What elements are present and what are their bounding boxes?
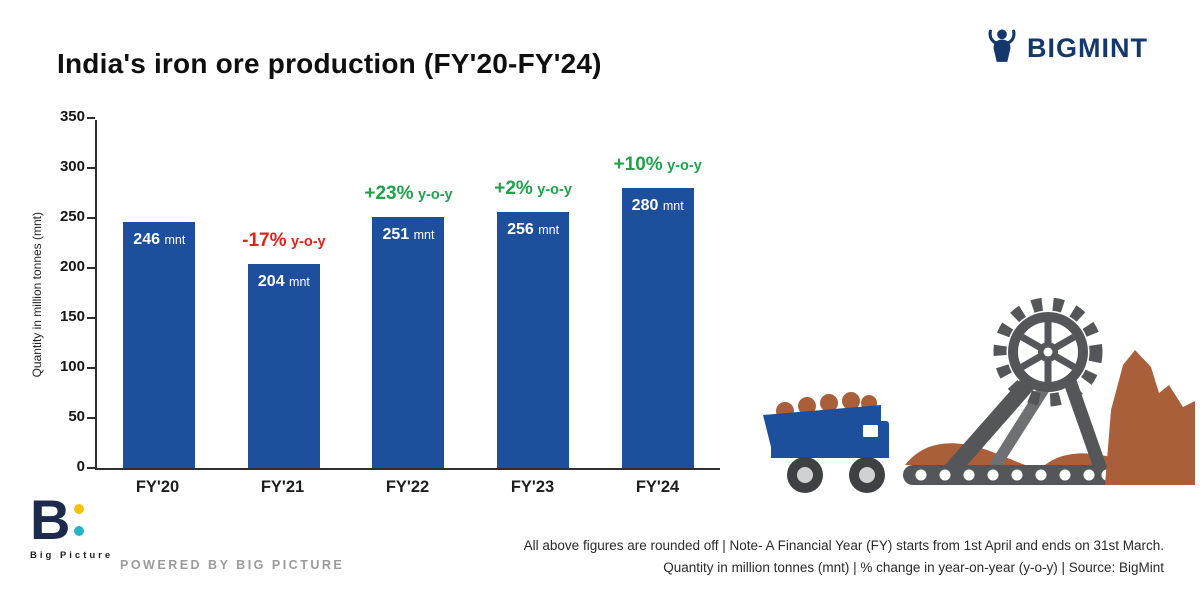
yoy-percent: -17% <box>242 230 287 251</box>
bar-value-label: 256 mnt <box>497 221 569 239</box>
y-tick-mark <box>87 217 95 219</box>
x-category-label: FY'21 <box>260 478 305 496</box>
x-category-label: FY'24 <box>635 478 680 496</box>
y-tick-label: 0 <box>76 458 85 475</box>
yoy-suffix: y-o-y <box>537 182 572 198</box>
teal-dot <box>74 526 85 536</box>
x-category-label: FY'23 <box>510 478 555 496</box>
bar-group: -17% y-o-y 204 mnt <box>222 120 347 468</box>
yoy-suffix: y-o-y <box>417 187 453 203</box>
bar: 246 mnt <box>123 222 196 468</box>
y-tick-label: 150 <box>59 308 85 325</box>
y-tick-mark <box>87 467 95 469</box>
footnotes: All above figures are rounded off | Note… <box>524 535 1164 579</box>
y-tick-label: 250 <box>59 208 85 225</box>
y-axis-title-text: Quantity in million tonnes (mnt) <box>30 212 44 378</box>
y-tick-mark <box>87 117 95 119</box>
footnote-line-1: All above figures are rounded off | Note… <box>523 538 1164 553</box>
big-picture-wordmark: Big Picture <box>30 550 114 561</box>
bar-value: 256 <box>507 221 534 238</box>
brand-logo: BIGMINT <box>986 28 1148 69</box>
bar-value: 246 <box>133 231 160 248</box>
yoy-change-label: +10% y-o-y <box>614 154 702 176</box>
bar-value: 251 <box>382 226 410 243</box>
y-tick-label: 350 <box>59 108 85 125</box>
bar-unit: mnt <box>538 223 560 237</box>
bar-group: 246 mnt <box>97 120 222 468</box>
bar-group: +23% y-o-y 251 mnt <box>346 120 471 468</box>
bar-value-label: 280 mnt <box>622 197 694 215</box>
bar-value: 280 <box>631 197 659 214</box>
bar: 204 mnt <box>247 264 320 468</box>
bar: 251 mnt <box>372 217 445 468</box>
bar: 256 mnt <box>497 212 570 468</box>
big-picture-b-glyph: B <box>30 488 71 551</box>
y-tick-label: 100 <box>59 358 85 375</box>
y-tick-mark <box>87 167 95 169</box>
page-title: India's iron ore production (FY'20-FY'24… <box>57 48 602 79</box>
y-tick-mark <box>87 417 95 419</box>
bar-value-label: 204 mnt <box>248 273 320 291</box>
bars-container: 246 mnt -17% y-o-y 204 mnt +23% y-o-y 251 mn… <box>97 120 720 468</box>
bar-unit: mnt <box>289 275 310 289</box>
yellow-dot <box>74 504 85 514</box>
yoy-change-label: +23% y-o-y <box>364 183 452 205</box>
yoy-change-label: +2% y-o-y <box>494 178 572 200</box>
big-picture-colon-dots <box>74 504 85 536</box>
footnote-line-2: Quantity in million tonnes (mnt) | % cha… <box>663 560 1164 575</box>
bar-unit: mnt <box>413 228 435 242</box>
yoy-percent: +10% <box>613 154 663 175</box>
bar-group: +10% y-o-y 280 mnt <box>595 120 720 468</box>
bar-unit: mnt <box>662 199 684 213</box>
bar-value: 204 <box>257 273 285 290</box>
y-tick-label: 200 <box>59 258 85 275</box>
y-tick-label: 50 <box>68 408 85 425</box>
x-axis-labels: FY'20 FY'21 FY'22 FY'23 FY'24 <box>95 478 720 497</box>
mining-illustration-svg <box>763 297 1195 493</box>
bar-group: +2% y-o-y 256 mnt <box>471 120 596 468</box>
bar-value-label: 251 mnt <box>372 226 444 244</box>
y-tick-mark <box>87 317 95 319</box>
x-category-label: FY'20 <box>135 478 180 496</box>
miner-icon <box>986 28 1018 69</box>
yoy-change-label: -17% y-o-y <box>242 230 325 252</box>
x-category-label: FY'22 <box>385 478 430 496</box>
brand-name: BIGMINT <box>1027 33 1148 63</box>
bar: 280 mnt <box>621 188 694 468</box>
big-picture-logo: B Big Picture <box>30 492 114 562</box>
big-picture-mark: B <box>30 492 110 548</box>
bar-chart-plot: 246 mnt -17% y-o-y 204 mnt +23% y-o-y 251 mn… <box>60 108 720 475</box>
y-tick-label: 300 <box>59 158 85 175</box>
y-tick-mark <box>87 367 95 369</box>
powered-by-text: POWERED BY BIG PICTURE <box>120 558 345 572</box>
yoy-suffix: y-o-y <box>667 158 702 174</box>
yoy-percent: +23% <box>364 183 414 204</box>
y-tick-mark <box>87 267 95 269</box>
bar-unit: mnt <box>164 233 186 247</box>
yoy-suffix: y-o-y <box>290 234 326 250</box>
bar-value-label: 246 mnt <box>123 231 195 249</box>
yoy-percent: +2% <box>494 178 533 199</box>
mining-illustration <box>755 295 1195 505</box>
